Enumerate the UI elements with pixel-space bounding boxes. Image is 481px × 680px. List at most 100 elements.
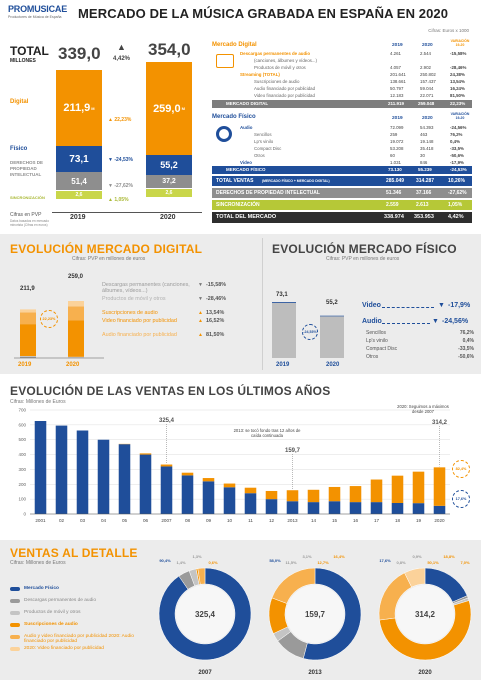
- digital-rows: Descargas permanentes de audio 4.261 2.544…: [240, 50, 472, 98]
- bar-fisico: [55, 425, 68, 514]
- digital-bar-segment: [68, 356, 84, 358]
- x-tick-label: 2013: [287, 518, 298, 523]
- digital-bar-segment: [20, 357, 36, 358]
- legend-label: Mercado Físico: [24, 586, 59, 591]
- digital-row-label: Productos de móvil y otros: [254, 65, 306, 70]
- x-tick-label: 15: [332, 518, 338, 523]
- bar-digital: [307, 489, 320, 503]
- table-col-2019: 2019: [392, 43, 403, 48]
- fisico-sub-value: 0,4%: [462, 338, 474, 344]
- legend-swatch: [10, 635, 20, 639]
- donut-pct-label: 12,7%: [317, 560, 329, 565]
- digital-bar-segment: [68, 301, 84, 307]
- donut-year: 2013: [308, 670, 322, 676]
- digital-legend-label: Audio financiado por publicidad: [102, 332, 177, 338]
- x-tick-label: 2020: [434, 518, 445, 523]
- fisico-total-row: MERCADO FÍSICO 73.130 55.239 -24,53%: [212, 166, 472, 174]
- fisico-sub-value: 76,2%: [459, 330, 474, 336]
- x-tick-label: 14: [311, 518, 317, 523]
- units-note: Cifras: Euros x 1000: [428, 28, 469, 33]
- row-value-2020: 846: [420, 160, 428, 165]
- digital-legend-value: -15,58%: [206, 282, 227, 288]
- fisico-evo-val-2019: 73,1: [276, 292, 288, 298]
- sincro-row: SINCRONIZACIÓN 2.559 2.613 1,05%: [212, 200, 472, 210]
- row-value-2020: 157.437: [420, 79, 436, 84]
- x-tick-label: 17: [374, 518, 380, 523]
- sales-evolution-chart: 0 100 200 300 400 500 600 700 2001 02 03 04 05 06 2007…: [18, 408, 450, 523]
- stack-2020-sincro: 2,6: [146, 189, 192, 197]
- donut-pct-label: 1,3%: [192, 554, 202, 559]
- bar-fisico: [433, 505, 446, 514]
- x-tick-label: 02: [59, 518, 65, 523]
- bar-digital: [202, 478, 215, 482]
- fisico-row-label: Compact Disc: [254, 146, 282, 151]
- stack-2020-derechos: 37,2: [146, 175, 192, 188]
- row-value-2019: 4.057: [390, 65, 401, 70]
- sales-evo-title: EVOLUCIÓN DE LAS VENTAS EN LOS ÚLTIMOS A…: [10, 384, 331, 398]
- y-tick-label: 0: [23, 512, 26, 517]
- legend-swatch: [10, 587, 20, 591]
- fisico-evo-subtitle: Cifras: PVP en millones de euros: [326, 256, 400, 262]
- stack-2019-digital: 211,9 M: [56, 70, 102, 146]
- y-tick-label: 200: [18, 482, 26, 487]
- total-2019: 339,0: [58, 44, 101, 63]
- donut-pct-label: 7,0%: [460, 560, 470, 565]
- bar-fisico: [223, 487, 236, 514]
- digital-row-label: Suscripciones de audio: [254, 79, 300, 84]
- fisico-video-row: Video ▼ -17,9%: [362, 302, 471, 309]
- bar-digital: [223, 483, 236, 488]
- total-2020: 354,0: [148, 40, 191, 59]
- row-value-change: -17,9%: [450, 160, 464, 165]
- row-value-2019: 72.099: [390, 125, 404, 130]
- total-sub: MILLONES: [10, 58, 36, 64]
- market-table: Mercado Digital 2019 2020 VARIACIÓN 19-2…: [212, 38, 472, 228]
- digital-legend-value: 13,54%: [206, 310, 225, 316]
- row-value-change: 13,54%: [450, 79, 465, 84]
- row-value-2019: 12.183: [390, 93, 404, 98]
- donut-pct-label: 58,0%: [269, 558, 281, 563]
- digital-evo-legend: Descargas permanentes (canciones, álbume…: [102, 282, 252, 362]
- stack-year-2020: 2020: [160, 214, 176, 221]
- legend-swatch: [10, 623, 20, 627]
- donut-center: [396, 585, 454, 643]
- fisico-audio-row: Audio ▼ -24,56%: [362, 318, 469, 325]
- digital-evo-title: EVOLUCIÓN MERCADO DIGITAL: [10, 242, 203, 256]
- fisico-bar-audio: [320, 316, 344, 358]
- x-tick-label: 05: [122, 518, 128, 523]
- stack-2019-derechos: 51,4: [56, 172, 102, 190]
- legend-label: Productos de móvil y otros: [24, 610, 81, 615]
- bar-fisico: [97, 439, 110, 514]
- fisico-bar-audio: [272, 302, 296, 358]
- total-mercado-row: TOTAL DEL MERCADO 338.974 353.953 4,42%: [212, 212, 472, 223]
- row-value-2019: 60: [390, 153, 395, 158]
- digital-change: ▲ 22,23%: [108, 117, 132, 123]
- fisico-row-label: Audio: [240, 125, 253, 130]
- bar-fisico: [139, 454, 152, 514]
- row-value-change: 0,4%: [450, 139, 461, 144]
- x-tick-label: 2001: [35, 518, 46, 523]
- detail-legend: Mercado Físico Descargas permanentes de a…: [10, 586, 150, 666]
- detail-donuts: 325,4 2007 90,4% 1,4% 1,3% 0,6% 159,7 2013 58,0%…: [158, 554, 472, 676]
- bar-fisico: [349, 502, 362, 514]
- donut-pct-label: 0,8%: [396, 560, 406, 565]
- fisico-bar-video: [320, 315, 344, 317]
- digital-evo-year-2020: 2020: [66, 362, 80, 368]
- donut-pct-label: 0,9%: [412, 554, 422, 559]
- bar-fisico: [244, 493, 257, 514]
- bar-digital: [391, 475, 404, 504]
- donut-center: [286, 585, 344, 643]
- digital-row-label: Streaming (TOTAL): [240, 72, 280, 77]
- donut-pct-label: 3,1%: [302, 554, 312, 559]
- fisico-evo-val-2020: 55,2: [326, 300, 338, 306]
- x-tick-label: 16: [353, 518, 359, 523]
- digital-bar-segment: [20, 309, 36, 313]
- bar-fisico: [370, 502, 383, 514]
- digital-row-label: Video financiado por publicidad: [254, 93, 315, 98]
- bar-digital: [181, 472, 194, 476]
- digital-bar-segment: [20, 312, 36, 325]
- digital-legend-value: 16,52%: [206, 318, 225, 324]
- bar-fisico: [160, 466, 173, 514]
- donut-pct-label: 50,1%: [427, 560, 439, 565]
- fisico-row-label: Lp's vinilo: [254, 139, 274, 144]
- derechos-label: DERECHOS DE PROPIEDAD INTELECTUAL: [10, 160, 44, 177]
